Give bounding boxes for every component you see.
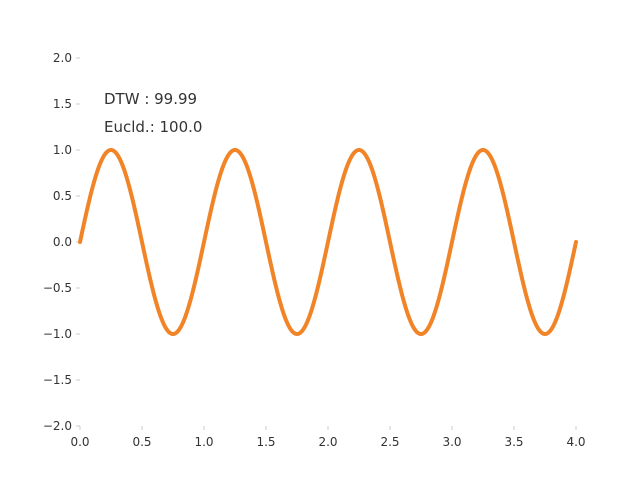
x-tick-label: 1.0 xyxy=(194,435,213,449)
y-tick-label: 1.0 xyxy=(53,143,72,157)
annotation-layer: DTW : 99.99 Eucld.: 100.0 xyxy=(104,90,202,136)
y-tick-label: −2.0 xyxy=(43,419,72,433)
x-tick-label: 0.5 xyxy=(132,435,151,449)
y-tick-label: −1.5 xyxy=(43,373,72,387)
x-tick-label: 2.5 xyxy=(380,435,399,449)
series-line-0 xyxy=(78,148,578,336)
y-tick-label: −0.5 xyxy=(43,281,72,295)
y-tick-label: −1.0 xyxy=(43,327,72,341)
x-tick-label: 3.0 xyxy=(442,435,461,449)
x-tick-label: 1.5 xyxy=(256,435,275,449)
y-tick-label: 1.5 xyxy=(53,97,72,111)
x-tick-label: 4.0 xyxy=(566,435,585,449)
x-tick-label: 3.5 xyxy=(504,435,523,449)
y-tick-label: 0.5 xyxy=(53,189,72,203)
annotation-euclidean: Eucld.: 100.0 xyxy=(104,118,202,136)
x-tick-label: 0.0 xyxy=(70,435,89,449)
y-tick-label: 2.0 xyxy=(53,51,72,65)
series-layer xyxy=(78,148,578,336)
annotation-dtw: DTW : 99.99 xyxy=(104,90,197,108)
y-axis: 2.0 1.5 1.0 0.5 0.0 −0.5 −1.0 −1.5 −2.0 xyxy=(43,51,80,433)
x-axis: 0.0 0.5 1.0 1.5 2.0 2.5 3.0 3.5 4.0 xyxy=(70,426,586,449)
y-tick-label: 0.0 xyxy=(53,235,72,249)
x-tick-label: 2.0 xyxy=(318,435,337,449)
